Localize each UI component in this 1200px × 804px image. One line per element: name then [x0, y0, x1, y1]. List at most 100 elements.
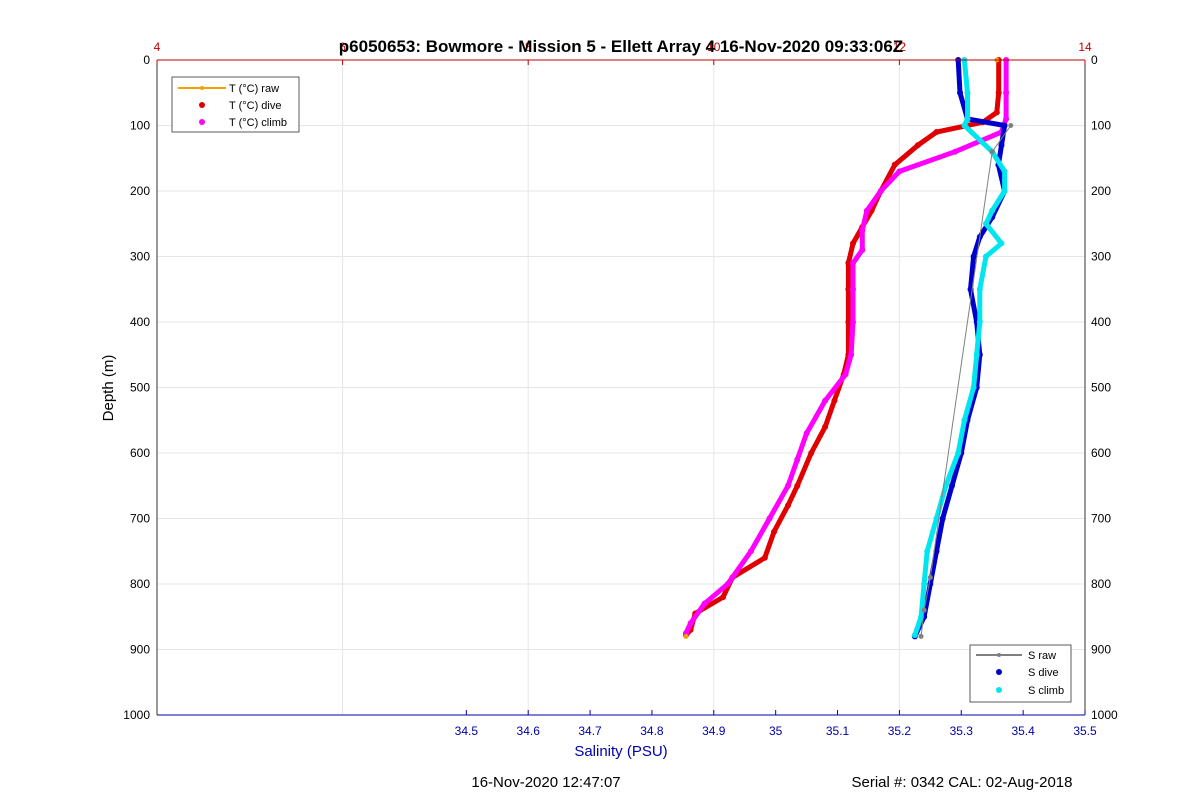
- y-tick-label-right: 200: [1091, 184, 1111, 198]
- data-point: [724, 581, 731, 587]
- series-s-climb: [911, 57, 1008, 639]
- legend-raw-t-label: T (°C) raw: [229, 83, 279, 95]
- footer-timestamp: 16-Nov-2020 12:47:07: [471, 774, 620, 791]
- legend-dive-t-marker: [199, 102, 205, 108]
- sal-tick-label: 35.3: [950, 724, 974, 738]
- data-point: [1003, 89, 1010, 96]
- series-line-t-c-dive: [683, 57, 1002, 638]
- y-tick-label-right: 400: [1091, 315, 1111, 329]
- legend-climb-t-label: T (°C) climb: [229, 117, 287, 129]
- data-point: [794, 482, 801, 489]
- legend-dive-s-label: S dive: [1028, 667, 1059, 679]
- legend-climb-s-label: S climb: [1028, 685, 1064, 697]
- data-point: [850, 286, 856, 293]
- data-point: [952, 148, 959, 155]
- data-point: [961, 417, 968, 424]
- data-point: [766, 515, 773, 522]
- data-point: [957, 89, 964, 96]
- y-tick-label-left: 900: [130, 643, 150, 657]
- series-s-raw: [918, 123, 1014, 639]
- data-point: [955, 450, 962, 456]
- data-point: [973, 351, 980, 358]
- chart-title: p6050653: Bowmore - Mission 5 - Ellett A…: [339, 37, 903, 56]
- legend-climb-t-marker: [199, 119, 205, 125]
- data-point: [970, 253, 977, 260]
- data-point: [976, 286, 983, 293]
- axis-ticks: 0 0 100 100 200 200 300 300 400 400 500 500 600 600 70…: [123, 40, 1118, 738]
- data-point: [989, 149, 995, 155]
- data-point: [924, 548, 931, 555]
- data-point: [918, 633, 924, 639]
- data-point: [845, 260, 852, 267]
- sal-tick-label: 34.9: [702, 724, 726, 738]
- data-point: [983, 220, 990, 227]
- sal-tick-label: 35: [769, 724, 783, 738]
- y-tick-label-right: 500: [1091, 381, 1111, 395]
- data-point: [701, 600, 708, 607]
- data-point: [747, 548, 754, 555]
- data-point: [891, 161, 898, 168]
- data-point: [850, 260, 856, 267]
- data-point: [850, 240, 856, 247]
- sal-tick-label: 34.7: [578, 724, 602, 738]
- y-tick-label-left: 1000: [123, 708, 150, 722]
- temp-tick-label: 6: [339, 40, 346, 54]
- data-point: [859, 246, 866, 253]
- legend-dive-t-label: T (°C) dive: [229, 100, 281, 112]
- sal-tick-label: 34.5: [455, 724, 479, 738]
- y-tick-label-left: 0: [143, 53, 150, 67]
- legend-climb-s-marker: [996, 687, 1002, 693]
- sal-tick-label: 35.2: [888, 724, 912, 738]
- temp-tick-label: 12: [893, 40, 907, 54]
- data-point: [933, 515, 940, 522]
- grid-lines: [156, 59, 1086, 716]
- y-tick-label-left: 100: [130, 119, 150, 133]
- y-tick-label-right: 800: [1091, 577, 1111, 591]
- data-point: [859, 227, 866, 234]
- legend-raw-t-marker: [200, 86, 204, 90]
- data-point: [939, 515, 946, 522]
- y-tick-label-right: 1000: [1091, 708, 1118, 722]
- data-point: [848, 351, 855, 358]
- y-tick-label-left: 300: [130, 250, 150, 264]
- temp-tick-label: 14: [1078, 40, 1092, 54]
- data-point: [1001, 122, 1008, 129]
- temperature-legend: T (°C) raw T (°C) dive T (°C) climb: [171, 76, 300, 133]
- series-t-c-climb: [682, 57, 1010, 637]
- data-point: [785, 482, 792, 489]
- y-tick-label-left: 400: [130, 315, 150, 329]
- data-point: [989, 207, 996, 214]
- data-point: [845, 286, 852, 293]
- temperature-legend-box: [171, 76, 300, 133]
- data-point: [964, 115, 971, 122]
- data-point: [983, 253, 990, 260]
- data-point: [1001, 188, 1008, 194]
- temp-tick-label: 8: [525, 40, 532, 54]
- data-point: [822, 423, 829, 430]
- data-point: [927, 574, 933, 580]
- data-point: [683, 633, 689, 639]
- data-point: [822, 397, 829, 404]
- data-point: [961, 122, 968, 129]
- data-point: [877, 188, 884, 194]
- sal-tick-label: 34.8: [640, 724, 664, 738]
- sal-tick-label: 35.4: [1011, 724, 1035, 738]
- data-point: [933, 129, 940, 136]
- data-point: [720, 594, 727, 601]
- data-point: [1008, 123, 1014, 128]
- y-tick-label-right: 900: [1091, 643, 1111, 657]
- data-point: [687, 620, 694, 627]
- legend-raw-s-label: S raw: [1028, 650, 1056, 662]
- y-tick-label-left: 200: [130, 184, 150, 198]
- data-point: [970, 384, 977, 391]
- series-t-c-dive: [682, 57, 1002, 639]
- data-point: [921, 607, 927, 613]
- y-axis-label: Depth (m): [100, 355, 117, 422]
- series-t-c-raw: [683, 57, 1000, 639]
- data-point: [911, 632, 918, 639]
- data-point: [914, 142, 921, 149]
- data-point: [1001, 168, 1008, 175]
- x-axis-label: Salinity (PSU): [574, 743, 667, 760]
- data-point: [808, 450, 815, 456]
